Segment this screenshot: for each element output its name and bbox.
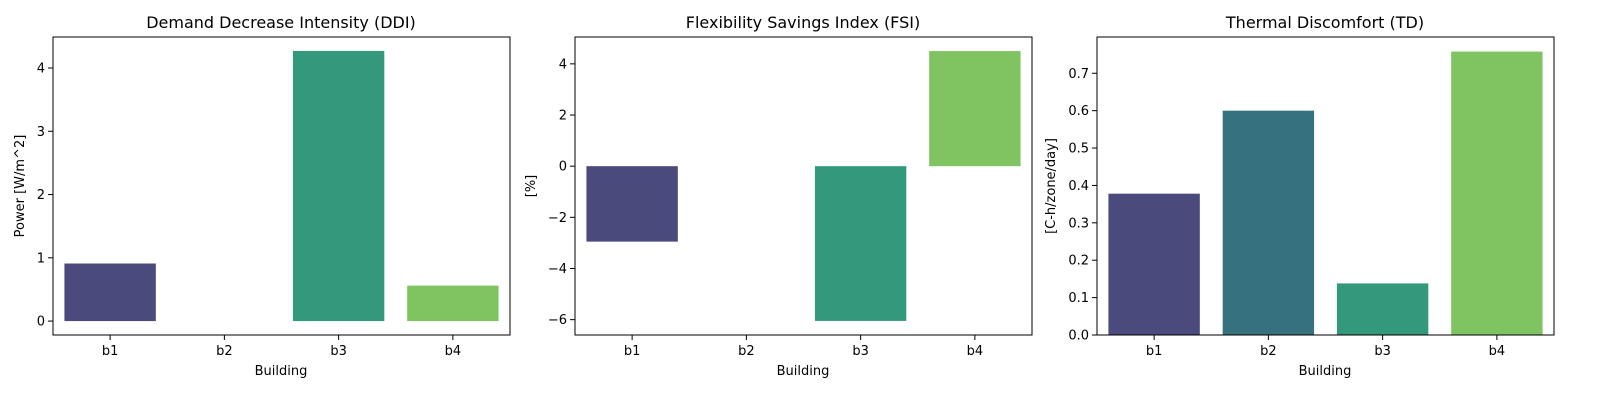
y-tick-label: 0.7 <box>1068 67 1089 82</box>
y-tick-label: 1 <box>37 251 45 266</box>
bar-b1 <box>586 166 678 242</box>
x-tick-label: b3 <box>1374 344 1391 359</box>
chart-panel-td: Thermal Discomfort (TD) Building [C-h/zo… <box>1044 13 1555 379</box>
x-axis-label: Building <box>255 364 308 379</box>
y-axis-label: [C-h/zone/day] <box>1044 138 1059 234</box>
bar-b3 <box>292 50 385 322</box>
bar-b1 <box>64 263 156 322</box>
bar-b1 <box>1108 193 1200 335</box>
y-tick-label: −2 <box>548 211 567 226</box>
y-tick-label: 0.6 <box>1068 104 1089 119</box>
axes-frame <box>574 36 1033 336</box>
bar-b4 <box>407 285 499 322</box>
bar-b4 <box>1451 51 1543 335</box>
x-tick-label: b1 <box>102 344 119 359</box>
chart-title: Thermal Discomfort (TD) <box>1225 13 1424 32</box>
y-tick-label: −4 <box>548 262 567 277</box>
axes-frame <box>1096 36 1555 336</box>
bar-b2 <box>1222 110 1315 335</box>
bar-b4 <box>929 51 1021 167</box>
y-tick-label: −6 <box>548 313 567 328</box>
x-tick-label: b2 <box>1260 344 1277 359</box>
x-tick-label: b1 <box>1146 344 1163 359</box>
y-tick-label: 0 <box>37 315 45 330</box>
y-tick-label: 2 <box>559 109 567 124</box>
x-tick-label: b2 <box>216 344 233 359</box>
y-tick-label: 0.2 <box>1068 254 1089 269</box>
y-tick-label: 0.4 <box>1068 179 1089 194</box>
y-tick-label: 0.1 <box>1068 291 1089 306</box>
y-axis-label: Power [W/m^2] <box>13 135 28 238</box>
y-tick-label: 4 <box>559 57 567 72</box>
x-tick-label: b4 <box>445 344 462 359</box>
bar-b3 <box>814 166 907 321</box>
axes-frame <box>52 36 511 336</box>
x-tick-label: b4 <box>967 344 984 359</box>
y-tick-label: 0.5 <box>1068 142 1089 157</box>
y-tick-label: 0.3 <box>1068 216 1089 231</box>
x-tick-label: b1 <box>624 344 641 359</box>
y-tick-label: 0 <box>559 160 567 175</box>
x-axis-label: Building <box>777 364 830 379</box>
x-axis-label: Building <box>1299 364 1352 379</box>
y-axis-label: [%] <box>524 175 539 198</box>
x-tick-label: b2 <box>738 344 755 359</box>
chart-panel-fsi: Flexibility Savings Index (FSI) Building… <box>524 13 1033 379</box>
y-tick-label: 0.0 <box>1068 329 1089 344</box>
y-tick-label: 2 <box>37 188 45 203</box>
bar-b3 <box>1336 283 1429 335</box>
x-tick-label: b4 <box>1489 344 1506 359</box>
chart-title: Demand Decrease Intensity (DDI) <box>146 13 416 32</box>
chart-title: Flexibility Savings Index (FSI) <box>686 13 920 32</box>
chart-panel-ddi: Demand Decrease Intensity (DDI) Building… <box>13 13 511 379</box>
y-tick-label: 3 <box>37 125 45 140</box>
y-tick-label: 4 <box>37 62 45 77</box>
x-tick-label: b3 <box>330 344 347 359</box>
x-tick-label: b3 <box>852 344 869 359</box>
